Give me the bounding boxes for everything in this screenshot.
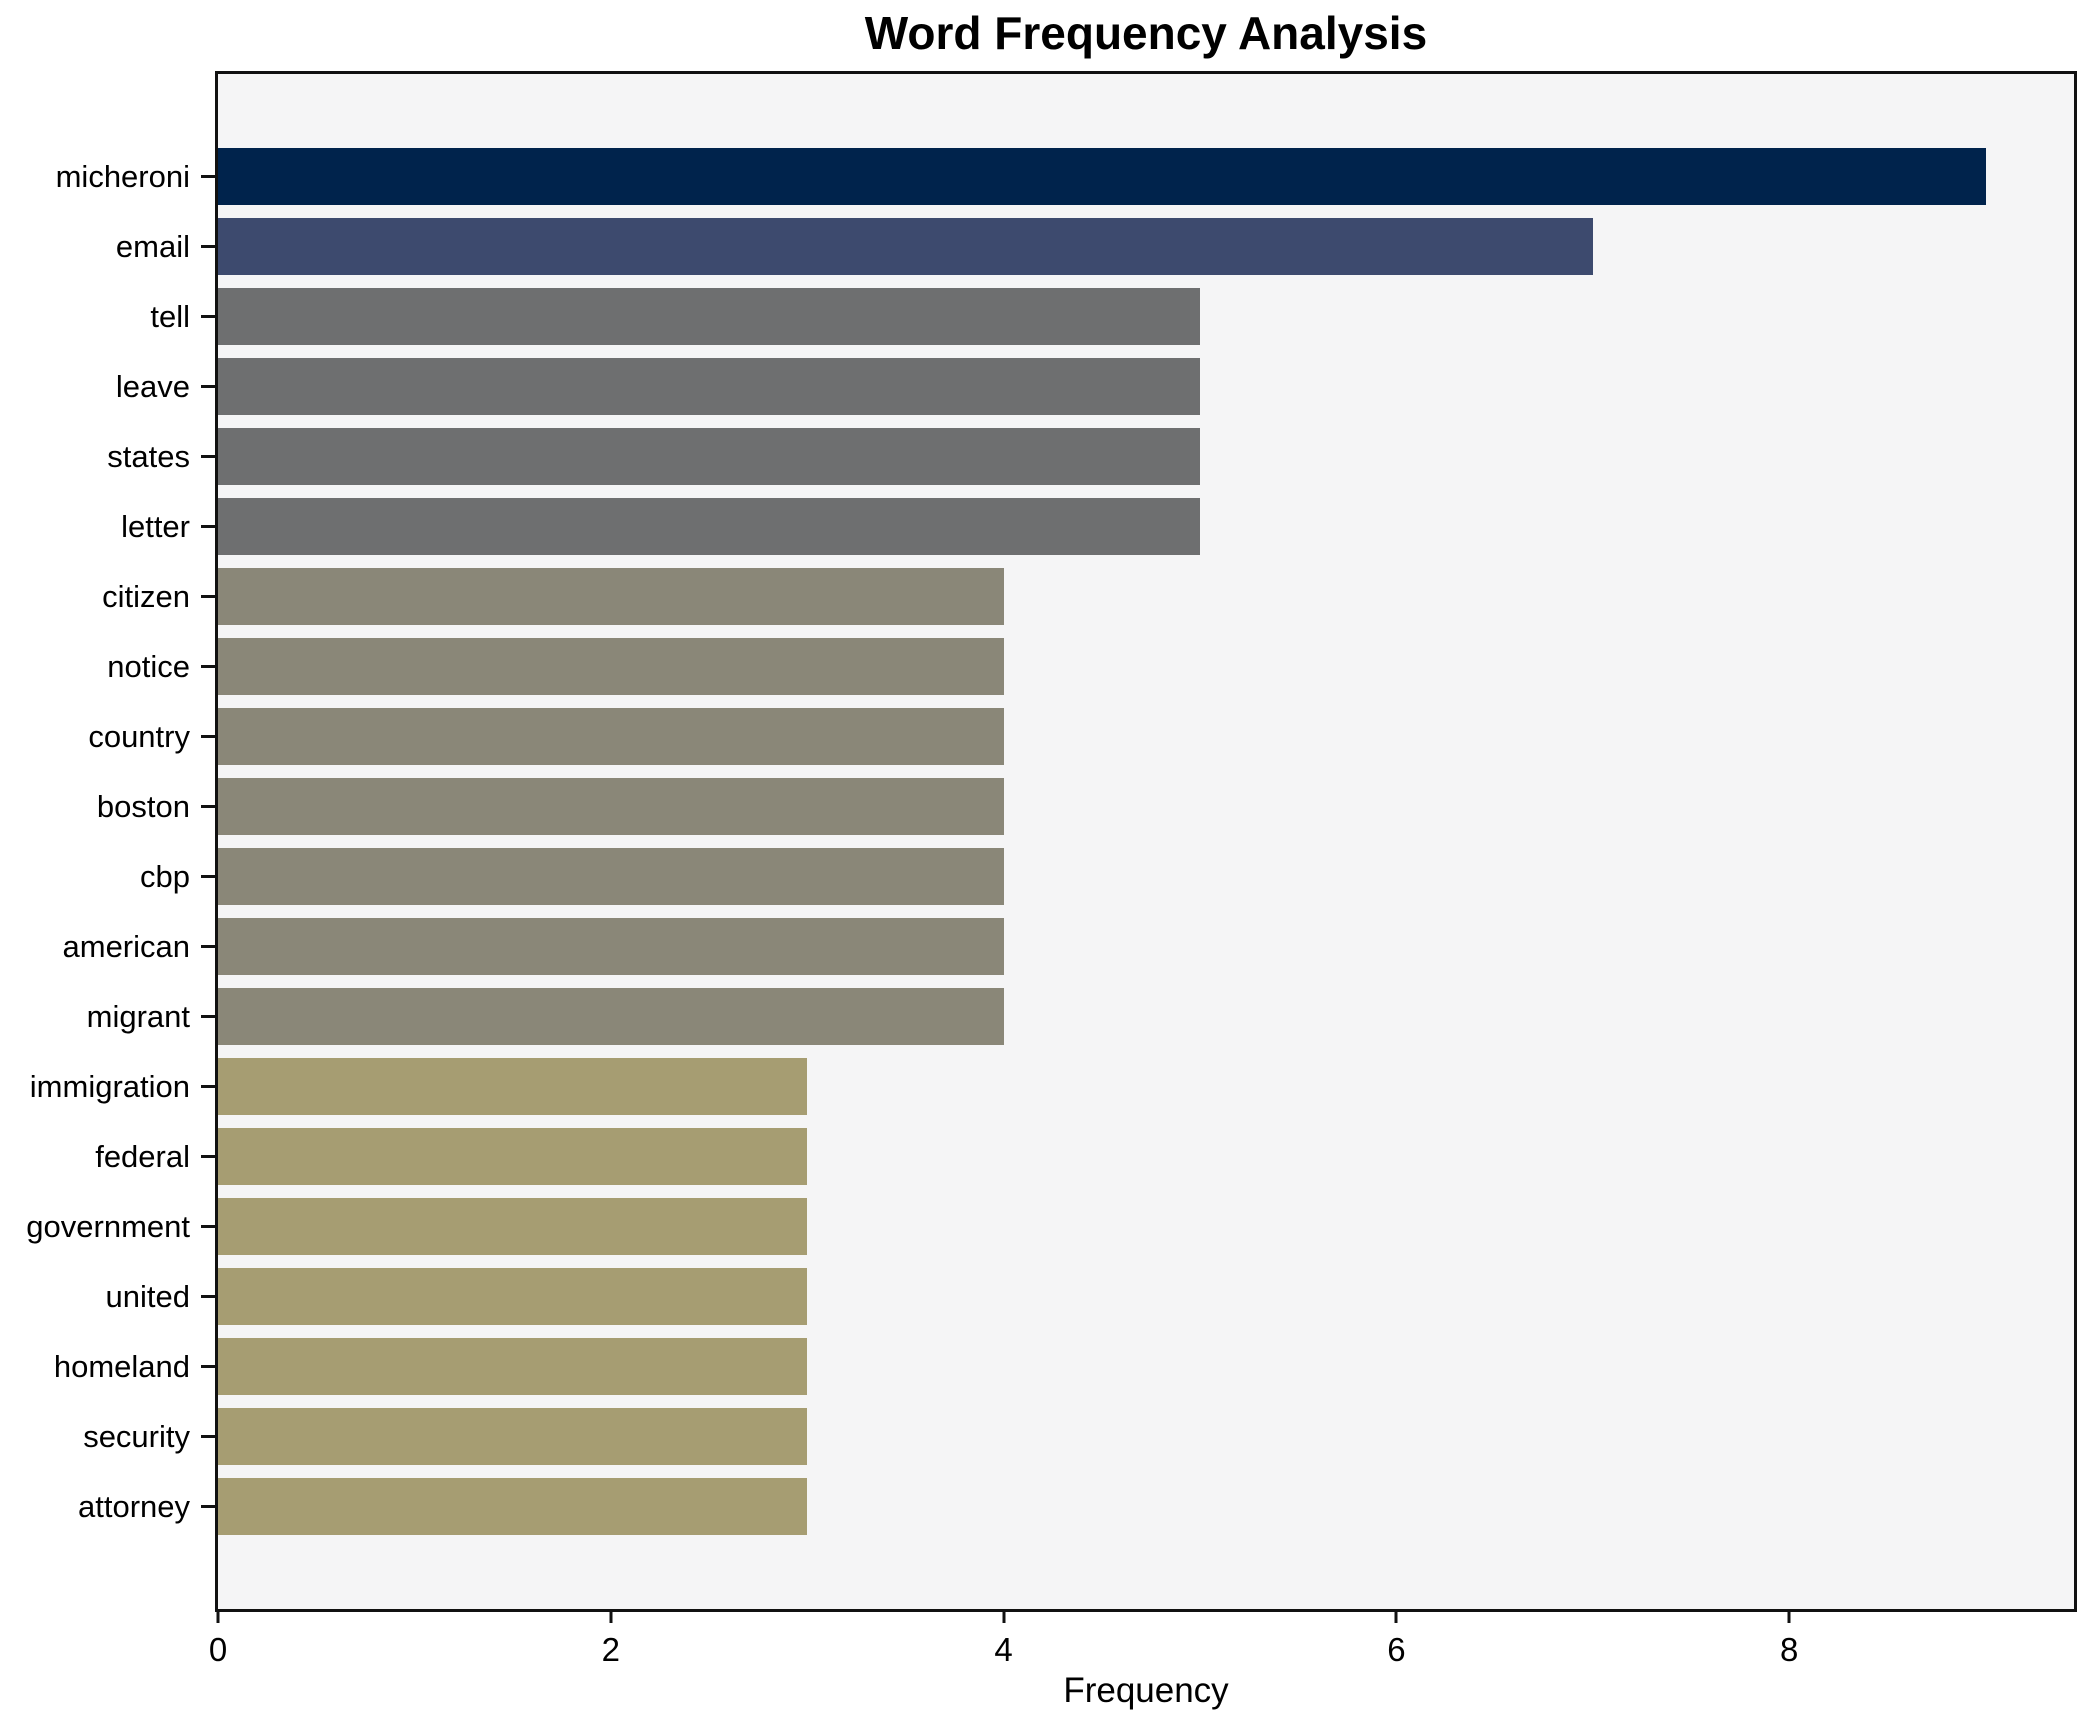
y-tick-label: american <box>62 929 191 964</box>
y-tick <box>201 735 215 738</box>
bar <box>218 218 1593 275</box>
bar-rows: micheroni email tell leave states letter citiz… <box>26 74 2074 1609</box>
y-tick <box>201 175 215 178</box>
bar-row: notice <box>107 632 2074 702</box>
bar-row: citizen <box>102 562 2074 632</box>
x-tick-label: 8 <box>1780 1631 1799 1668</box>
y-tick-label: citizen <box>102 579 190 614</box>
bar <box>218 1268 808 1325</box>
y-tick-label: attorney <box>77 1489 190 1524</box>
bar-row: letter <box>121 492 2074 562</box>
y-tick-label: immigration <box>29 1069 190 1104</box>
y-tick-label: united <box>105 1279 190 1314</box>
y-tick-label: migrant <box>86 999 190 1034</box>
x-tick <box>1787 1609 1791 1623</box>
bar <box>218 638 1004 695</box>
y-tick <box>201 245 215 248</box>
bar-row: states <box>107 422 2074 492</box>
chart-title: Word Frequency Analysis <box>864 7 1428 59</box>
bar-row: attorney <box>78 1472 2074 1542</box>
bar <box>218 1128 808 1185</box>
x-tick-label: 0 <box>208 1631 228 1668</box>
bar <box>218 1478 808 1535</box>
bar <box>218 148 1986 205</box>
bar <box>218 778 1004 835</box>
x-tick <box>609 1609 613 1623</box>
x-tick <box>216 1609 220 1623</box>
bar <box>218 1408 808 1465</box>
y-tick <box>201 315 215 318</box>
bar-row: american <box>63 912 2074 982</box>
bar-row: united <box>106 1262 2074 1332</box>
y-tick <box>201 455 215 458</box>
bar-row: government <box>26 1192 2074 1262</box>
y-tick <box>201 1085 215 1088</box>
bar-row: micheroni <box>56 142 2074 212</box>
x-axis-label: Frequency <box>1063 1671 1229 1710</box>
y-tick <box>201 875 215 878</box>
bar <box>218 918 1004 975</box>
bar <box>218 708 1004 765</box>
y-tick-label: government <box>26 1209 190 1244</box>
y-tick <box>201 1435 215 1438</box>
y-tick-label: letter <box>121 509 190 544</box>
y-tick-label: security <box>83 1419 190 1454</box>
y-tick <box>201 1295 215 1298</box>
y-tick <box>201 525 215 528</box>
y-tick-label: country <box>88 719 190 754</box>
bar-row: homeland <box>54 1332 2074 1402</box>
y-tick-label: federal <box>95 1139 190 1174</box>
bar-row: federal <box>95 1122 2074 1192</box>
y-tick <box>201 805 215 808</box>
y-tick <box>201 1225 215 1228</box>
bar-row: cbp <box>140 842 2074 912</box>
bar-row: email <box>116 212 2074 282</box>
bar <box>218 288 1200 345</box>
y-tick <box>201 385 215 388</box>
x-tick-label: 4 <box>994 1631 1013 1668</box>
y-tick <box>201 1365 215 1368</box>
bar-row: boston <box>97 772 2074 842</box>
y-tick-label: homeland <box>53 1349 190 1384</box>
y-tick <box>201 595 215 598</box>
y-tick <box>201 1015 215 1018</box>
y-tick-label: cbp <box>140 859 190 894</box>
y-tick-label: tell <box>150 299 190 334</box>
bar-row: tell <box>150 282 2074 352</box>
y-tick <box>201 1155 215 1158</box>
y-tick-label: email <box>115 229 190 264</box>
bar <box>218 1198 808 1255</box>
x-tick <box>1002 1609 1006 1623</box>
x-tick <box>1394 1609 1398 1623</box>
bar <box>218 568 1004 625</box>
bar <box>218 358 1200 415</box>
y-tick-label: leave <box>115 369 190 404</box>
bar <box>218 988 1004 1045</box>
bar-row: security <box>83 1402 2074 1472</box>
y-tick-label: micheroni <box>55 159 190 194</box>
bar-row: country <box>88 702 2074 772</box>
bar <box>218 848 1004 905</box>
bar-row: immigration <box>30 1052 2074 1122</box>
x-tick-label: 2 <box>601 1631 620 1668</box>
y-tick-label: boston <box>96 789 190 824</box>
bar <box>218 1338 808 1395</box>
plot-area: micheroni email tell leave states letter citiz… <box>26 71 2077 1710</box>
bar <box>218 1058 808 1115</box>
x-tick-label: 6 <box>1387 1631 1406 1668</box>
y-tick-label: states <box>107 439 190 474</box>
y-tick <box>201 665 215 668</box>
y-tick <box>201 945 215 948</box>
bar-row: leave <box>116 352 2074 422</box>
bar <box>218 428 1200 485</box>
bar <box>218 498 1200 555</box>
bar-row: migrant <box>87 982 2074 1052</box>
y-tick <box>201 1505 215 1508</box>
y-tick-label: notice <box>107 649 190 684</box>
